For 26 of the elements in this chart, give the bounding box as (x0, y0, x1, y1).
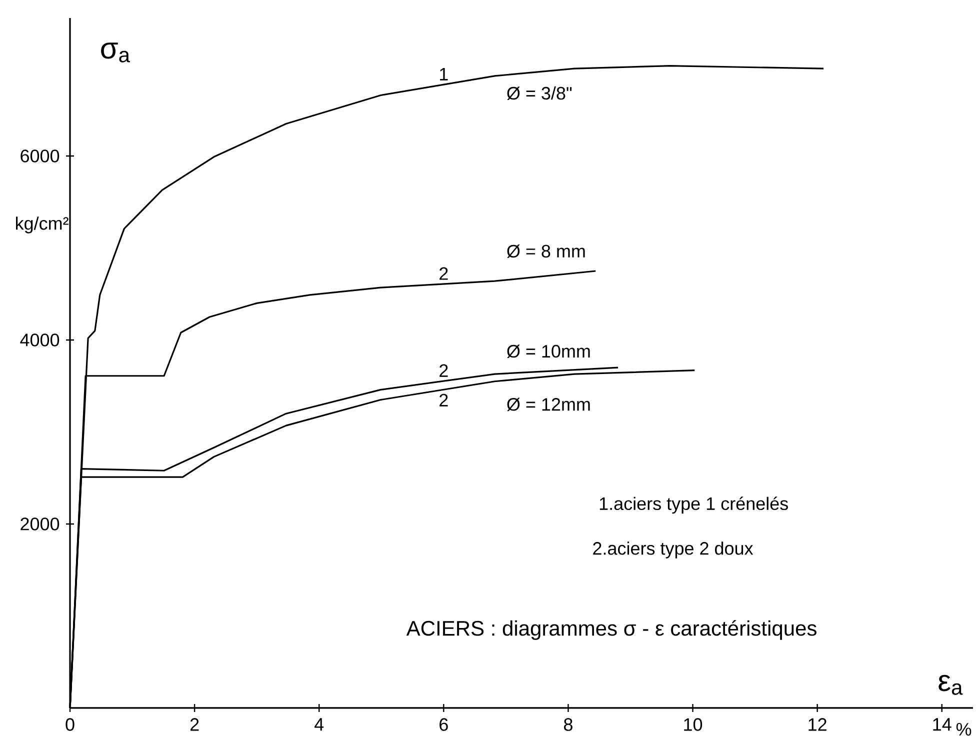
y-tick-label: 6000 (20, 150, 60, 162)
x-tick-label: 2 (190, 718, 199, 731)
annotation: Ø = 8 mm (507, 244, 585, 258)
y-tick-label: 2000 (20, 518, 60, 530)
series-label: 2 (440, 267, 448, 280)
series-label: 1 (440, 68, 448, 80)
annotation: 1.aciers type 1 crénelés (600, 496, 788, 514)
x-tick-label: 6 (440, 718, 448, 731)
x-tick-label: 4 (314, 718, 324, 731)
x-tick-label: 8 (564, 718, 572, 731)
annotation: Ø = 12mm (507, 398, 590, 412)
y-axis-title: σ$_{a}$ (101, 42, 130, 62)
series-label: 2 (440, 394, 448, 406)
text: kg/cm² (16, 216, 68, 234)
x-tick-label: 10 (684, 718, 702, 731)
annotation: 2.aciers type 2 doux (593, 542, 754, 558)
annotation: Ø = 10mm (507, 344, 590, 358)
series-label: 2 (440, 364, 448, 377)
text: ACIERS : diagrammes σ - ε caractéristiques (406, 620, 816, 640)
annotation: Ø = 3/8" (507, 86, 572, 100)
y-tick-label: 4000 (20, 334, 60, 346)
x-axis-title: ε$_{a}$ (938, 674, 963, 695)
x-tick-label: 14 (933, 718, 952, 731)
x-tick-label: 0 (66, 718, 74, 731)
x-tick-label: 12 (808, 718, 826, 731)
text: % (956, 722, 972, 736)
